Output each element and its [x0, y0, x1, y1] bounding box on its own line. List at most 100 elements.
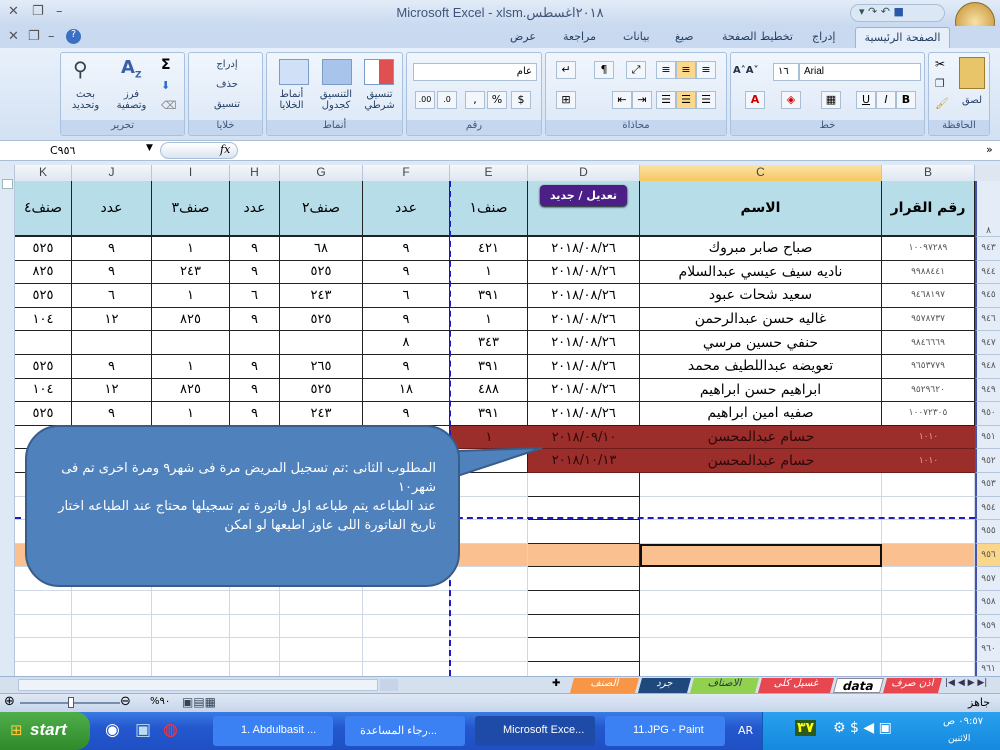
tab-data[interactable]: بيانات — [623, 30, 650, 43]
date-cell[interactable] — [528, 543, 640, 568]
name-cell[interactable] — [640, 567, 882, 591]
cell-f[interactable]: ٨ — [363, 331, 450, 355]
header-cell-e[interactable]: صنف١ — [450, 181, 528, 237]
start-button[interactable]: start — [0, 712, 90, 750]
header-cell-d[interactable]: تعديل / جديد — [528, 181, 640, 237]
workbook-minimize-icon[interactable]: – — [48, 29, 55, 44]
cell-g[interactable] — [280, 661, 363, 676]
cell-h[interactable]: ٩ — [230, 307, 280, 332]
row-header[interactable]: ٩٥٤ — [975, 496, 1000, 521]
cell-k[interactable]: ٥٢٥ — [15, 355, 72, 379]
row-header[interactable]: ٩٥٣ — [975, 473, 1000, 497]
date-cell[interactable]: ٢٠١٨/٠٨/٢٦ — [528, 237, 640, 261]
tab-view[interactable]: عرض — [510, 30, 536, 43]
row-header[interactable]: ٩٥٨ — [975, 591, 1000, 615]
cell-j[interactable] — [72, 638, 152, 662]
sort-filter-button[interactable]: فرز وتصفية — [116, 89, 147, 111]
rtl-icon[interactable]: ¶ — [594, 61, 614, 79]
cell-f[interactable] — [363, 661, 450, 676]
cell-e[interactable] — [450, 614, 528, 639]
clock-time[interactable]: ٠٩:٥٧ ص — [943, 716, 984, 727]
date-cell[interactable] — [528, 473, 640, 497]
cell-k[interactable] — [15, 661, 72, 676]
column-header-h[interactable]: H — [230, 165, 280, 182]
tab-review[interactable]: مراجعة — [563, 30, 597, 43]
cell-j[interactable]: ٩ — [72, 355, 152, 379]
cell-e[interactable] — [450, 449, 528, 473]
percent-button[interactable]: % — [487, 91, 507, 109]
header-cell-b[interactable]: رقم القرار — [882, 181, 975, 237]
edit-new-button[interactable]: تعديل / جديد — [539, 185, 628, 206]
minimize-icon[interactable]: – — [56, 4, 63, 19]
name-cell[interactable] — [640, 591, 882, 615]
zoom-level[interactable]: %٩٠ — [150, 696, 171, 707]
copy-icon[interactable]: ❐ — [935, 77, 945, 90]
italic-button[interactable]: I — [876, 91, 896, 109]
cell-g[interactable]: ٥٢٥ — [280, 307, 363, 332]
orientation-icon[interactable]: ⤢ — [626, 61, 646, 79]
row-header[interactable]: ٩٤٤ — [975, 260, 1000, 285]
select-all-corner[interactable] — [975, 165, 1000, 182]
row-header[interactable]: ٩٦٠ — [975, 638, 1000, 662]
decrease-decimal-button[interactable]: .0 — [437, 91, 457, 109]
name-cell[interactable]: حنفي حسين مرسي — [640, 331, 882, 355]
date-cell[interactable]: ٢٠١٨/٠٨/٢٦ — [528, 331, 640, 355]
taskbar-item-excel[interactable]: Microsoft Exce... — [475, 716, 595, 746]
cell-k[interactable]: ٥٢٥ — [15, 284, 72, 308]
tab-page-layout[interactable]: تخطيط الصفحة — [722, 30, 793, 43]
conditional-format-icon[interactable] — [364, 59, 394, 85]
row-header[interactable]: ٨ — [975, 181, 1000, 237]
language-indicator[interactable]: AR — [738, 724, 754, 737]
taskbar-item-paint[interactable]: 11.JPG - Paint — [605, 716, 725, 746]
name-cell[interactable]: ناديه سيف عيسي عبدالسلام — [640, 260, 882, 285]
merge-center-icon[interactable]: ⊞ — [556, 91, 576, 109]
cell-j[interactable]: ٦ — [72, 284, 152, 308]
name-cell[interactable] — [640, 614, 882, 639]
cell-e[interactable]: ١ — [450, 260, 528, 285]
cell-h[interactable]: ٩ — [230, 402, 280, 426]
cell-e[interactable] — [450, 638, 528, 662]
cell-j[interactable] — [72, 661, 152, 676]
cell-styles-icon[interactable] — [279, 59, 309, 85]
date-cell[interactable]: ٢٠١٨/١٠/١٣ — [528, 449, 640, 473]
date-cell[interactable] — [528, 591, 640, 615]
align-top-icon[interactable]: ≡ — [696, 61, 716, 79]
cell-k[interactable]: ٥٢٥ — [15, 402, 72, 426]
format-cells-button[interactable]: تنسيق — [213, 99, 241, 110]
cell-i[interactable]: ٢٤٣ — [152, 260, 230, 285]
cell-styles-button[interactable]: أنماط الخلايا — [279, 89, 304, 111]
cell-g[interactable]: ٢٦٥ — [280, 355, 363, 379]
find-binoculars-icon[interactable]: ⚲ — [73, 57, 88, 81]
name-cell[interactable]: صفيه امين ابراهيم — [640, 402, 882, 426]
zoom-slider-thumb[interactable] — [68, 697, 74, 708]
decision-number-cell[interactable] — [882, 473, 975, 497]
row-header[interactable]: ٩٥٥ — [975, 520, 1000, 544]
fill-color-icon[interactable]: ◈ — [781, 91, 801, 109]
name-cell[interactable] — [640, 543, 882, 568]
cell-k[interactable]: ١٠٤ — [15, 378, 72, 403]
cell-i[interactable]: ١ — [152, 355, 230, 379]
cell-h[interactable] — [230, 331, 280, 355]
cell-e[interactable]: ٣٩١ — [450, 355, 528, 379]
cell-k[interactable] — [15, 614, 72, 639]
font-name-select[interactable]: Arial — [799, 63, 921, 81]
date-cell[interactable] — [528, 661, 640, 676]
cell-e[interactable] — [450, 543, 528, 568]
conditional-format-button[interactable]: تنسيق شرطي — [364, 89, 395, 111]
cell-f[interactable]: ٦ — [363, 284, 450, 308]
cell-e[interactable]: ١ — [450, 307, 528, 332]
cell-i[interactable]: ٨٢٥ — [152, 378, 230, 403]
column-header-d[interactable]: D — [528, 165, 640, 182]
row-header[interactable]: ٩٤٣ — [975, 237, 1000, 261]
desktop-quicklaunch-icon[interactable]: ▣ — [135, 720, 152, 740]
name-cell[interactable]: سعيد شحات عبود — [640, 284, 882, 308]
row-header[interactable]: ٩٤٩ — [975, 378, 1000, 403]
row-header[interactable]: ٩٥٦ — [975, 543, 1000, 568]
cell-f[interactable]: ٩ — [363, 307, 450, 332]
cell-k[interactable]: ١٠٤ — [15, 307, 72, 332]
view-buttons[interactable]: ▣▤▦ — [182, 695, 217, 709]
taskbar-item-help-request[interactable]: ...رجاء المساعدة — [345, 716, 465, 746]
sheet-tab[interactable]: غسيل كلى — [757, 678, 835, 693]
name-box[interactable]: C٩٥٦ — [50, 144, 76, 157]
underline-button[interactable]: U — [856, 91, 876, 109]
